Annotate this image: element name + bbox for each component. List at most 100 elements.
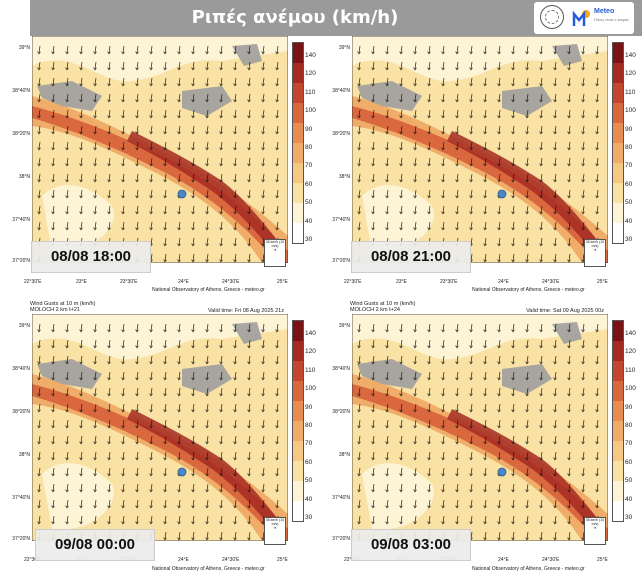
wind-arrow-icon [191, 157, 195, 167]
wind-arrow-icon [37, 403, 41, 413]
wind-arrow-icon [483, 435, 487, 445]
wind-arrow-icon [233, 403, 237, 413]
wind-arrow-icon [93, 173, 97, 183]
wind-arrow-icon [149, 387, 153, 397]
wind-arrow-icon [177, 387, 181, 397]
wind-arrow-icon [65, 499, 69, 509]
wind-arrow-icon [413, 189, 417, 199]
wind-arrow-icon [261, 323, 265, 333]
wind-arrow-icon [525, 419, 529, 429]
colorbar-segment [613, 183, 623, 203]
wind-arrow-icon [107, 515, 111, 525]
wind-arrow-icon [525, 435, 529, 445]
wind-arrow-icon [135, 403, 139, 413]
map-credit: National Observatory of Athens, Greece -… [152, 566, 265, 572]
wind-arrow-icon [497, 221, 501, 231]
land-area [552, 44, 582, 66]
wind-arrow-icon [177, 515, 181, 525]
wind-arrow-icon [177, 355, 181, 365]
wind-arrow-icon [93, 371, 97, 381]
wind-arrow-icon [191, 221, 195, 231]
wind-arrow-icon [149, 141, 153, 151]
forecast-time-box: 09/08 00:00 [35, 529, 155, 561]
wind-arrow-icon [385, 61, 389, 71]
wind-arrow-icon [539, 221, 543, 231]
wind-arrow-icon [567, 205, 571, 215]
wind-arrow-icon [525, 189, 529, 199]
wind-arrow-icon [553, 189, 557, 199]
wind-arrow-icon [79, 323, 83, 333]
wind-arrow-icon [539, 531, 543, 541]
wind-arrow-icon [149, 205, 153, 215]
panel-header: Wind Gusts at 10 m (km/h) MOLOCH 2 km t+… [350, 301, 415, 313]
wind-arrow-icon [205, 403, 209, 413]
wind-arrow-icon [233, 189, 237, 199]
wind-arrow-icon [205, 189, 209, 199]
wind-arrow-icon [357, 387, 361, 397]
wind-arrow-icon [37, 189, 41, 199]
wind-arrow-icon [567, 419, 571, 429]
wind-arrow-icon [371, 339, 375, 349]
wind-arrow-icon [275, 323, 279, 333]
wind-arrow-icon [441, 157, 445, 167]
wind-arrow-icon [121, 355, 125, 365]
wind-arrow-icon [427, 323, 431, 333]
lat-label: 38°40'N [12, 366, 30, 372]
wind-arrow-icon [385, 109, 389, 119]
wind-arrow-icon [427, 157, 431, 167]
wind-arrow-icon [595, 403, 599, 413]
wind-arrow-icon [483, 205, 487, 215]
wind-arrow-icon [567, 435, 571, 445]
wind-arrow-icon [233, 205, 237, 215]
colorbar-tick: 80 [625, 144, 633, 151]
wind-arrow-icon [275, 435, 279, 445]
wind-arrow-icon [413, 435, 417, 445]
wind-arrow-icon [219, 173, 223, 183]
wind-arrow-icon [371, 109, 375, 119]
wind-arrow-icon [205, 515, 209, 525]
wind-arrow-icon [455, 355, 459, 365]
wind-arrow-icon [371, 221, 375, 231]
wind-arrow-icon [261, 77, 265, 87]
wind-arrow-icon [51, 467, 55, 477]
lon-label: 22°30'E [24, 279, 42, 285]
wind-arrow-icon [51, 483, 55, 493]
wind-arrow-icon [261, 371, 265, 381]
wind-arrow-icon [191, 419, 195, 429]
wind-arrow-icon [37, 339, 41, 349]
wind-arrow-icon [469, 339, 473, 349]
colorbar-tick: 60 [305, 458, 313, 466]
wind-arrow-icon [595, 499, 599, 509]
wind-arrow-icon [163, 387, 167, 397]
colorbar-tick: 90 [305, 125, 313, 133]
wind-arrow-icon [93, 339, 97, 349]
wind-arrow-icon [357, 141, 361, 151]
wind-arrow-icon [37, 515, 41, 525]
wind-arrow-icon [65, 403, 69, 413]
wind-arrow-icon [469, 173, 473, 183]
wind-arrow-icon [511, 173, 515, 183]
wind-arrow-icon [107, 371, 111, 381]
wind-arrow-icon [219, 515, 223, 525]
wind-arrow-icon [79, 355, 83, 365]
wind-arrow-icon [371, 467, 375, 477]
lon-label: 24°30'E [222, 557, 240, 563]
wind-arrow-icon [441, 173, 445, 183]
wind-arrow-icon [135, 515, 139, 525]
wind-arrow-icon [51, 355, 55, 365]
wind-arrow-icon [357, 109, 361, 119]
wind-arrow-icon [191, 189, 195, 199]
lat-label: 38°N [18, 174, 30, 180]
colorbar-tick: 120 [625, 348, 636, 356]
wind-arrow-icon [497, 253, 501, 263]
wind-arrow-icon [163, 125, 167, 135]
wind-arrow-icon [469, 371, 473, 381]
wind-arrow-icon [205, 221, 209, 231]
wind-arrow-icon [51, 339, 55, 349]
wind-arrow-icon [149, 435, 153, 445]
wind-arrow-icon [595, 355, 599, 365]
wind-arrow-icon [525, 403, 529, 413]
wind-arrow-icon [469, 77, 473, 87]
wind-arrow-icon [219, 61, 223, 71]
wind-arrow-icon [37, 419, 41, 429]
